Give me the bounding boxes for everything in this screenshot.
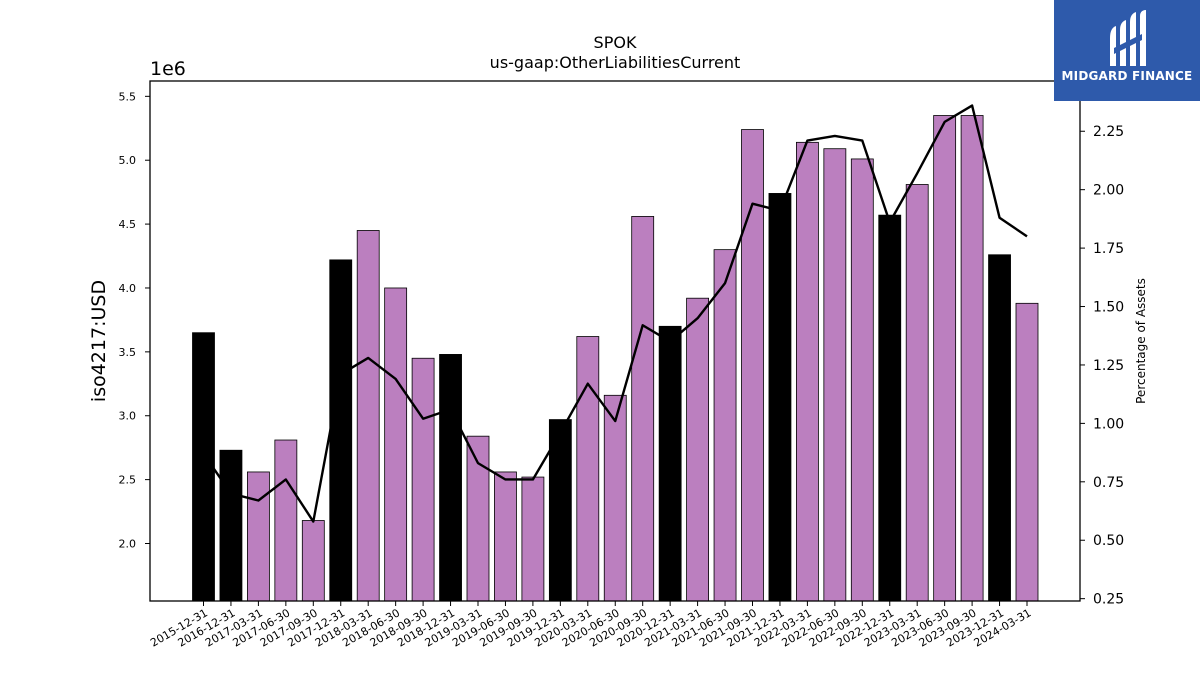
bar-2018-06-30: [384, 287, 408, 602]
y-tick-label: 2.0: [119, 538, 137, 551]
bar-2018-03-31: [356, 230, 380, 602]
y2-tick-label: 1.50: [1093, 300, 1124, 316]
y2-axis-label: Percentage of Assets: [1134, 278, 1148, 404]
chart-subtitle: us-gaap:OtherLiabilitiesCurrent: [490, 53, 741, 72]
logo-mark-icon: [1110, 10, 1146, 66]
y-tick-label: 5.5: [119, 90, 137, 103]
bar-2019-09-30: [521, 476, 545, 602]
bar-2020-09-30: [631, 216, 655, 602]
bar-2023-06-30: [933, 115, 957, 602]
bar-2018-09-30: [411, 357, 435, 602]
bar-2017-06-30: [274, 439, 298, 602]
logo-text: MIDGARD FINANCE: [1061, 69, 1193, 83]
line-layer: [202, 104, 1028, 523]
bar-2023-09-30: [960, 115, 984, 602]
bar-2021-03-31: [686, 297, 709, 602]
y2-tick-label: 2.25: [1093, 124, 1124, 140]
bar-2017-09-30: [301, 520, 325, 602]
bar-2018-12-31: [439, 354, 462, 602]
percentage-line: [202, 104, 1028, 523]
y-tick-label: 4.0: [119, 282, 137, 295]
bar-2016-12-31: [219, 449, 243, 602]
brand-logo: MIDGARD FINANCE: [1054, 0, 1200, 101]
y-axis-label: iso4217:USD: [88, 280, 110, 402]
bar-2019-06-30: [494, 471, 517, 602]
y-tick-label: 5.0: [119, 154, 137, 167]
bar-2020-06-30: [603, 394, 627, 602]
chart-title: SPOK: [594, 33, 637, 52]
bar-2023-03-31: [905, 184, 929, 602]
bar-2024-03-31: [1015, 302, 1039, 602]
y-tick-label: 2.5: [119, 474, 137, 487]
bar-2021-06-30: [713, 249, 737, 602]
bar-2022-09-30: [850, 158, 874, 602]
bars-layer: [192, 115, 1039, 602]
bar-2020-12-31: [658, 325, 682, 602]
bar-2022-03-31: [796, 141, 819, 602]
y-tick-label: 4.5: [119, 218, 137, 231]
y-axis: 2.0 2.5 3.0 3.5 4.0 4.5 5.0 5.5: [119, 90, 150, 551]
y-tick-label: 3.0: [119, 410, 137, 423]
y-offset-label: 1e6: [150, 58, 186, 80]
bar-2021-09-30: [741, 129, 764, 602]
bar-2021-12-31: [768, 193, 792, 602]
bar-2017-12-31: [329, 259, 353, 602]
y2-axis: 0.25 0.50 0.75 1.00 1.25 1.50 1.75 2.00 2.25: [1080, 124, 1124, 608]
y2-tick-label: 0.25: [1093, 592, 1124, 608]
x-axis: 2015-12-312016-12-312017-03-312017-06-30…: [148, 601, 1034, 650]
y2-tick-label: 0.75: [1093, 475, 1124, 491]
y2-tick-label: 1.00: [1093, 416, 1124, 432]
y2-tick-label: 1.75: [1093, 241, 1124, 257]
y2-tick-label: 0.50: [1093, 533, 1124, 549]
y2-tick-label: 2.00: [1093, 183, 1124, 199]
bar-2022-06-30: [823, 148, 847, 602]
bar-2017-03-31: [246, 471, 270, 602]
y2-tick-label: 1.25: [1093, 358, 1124, 374]
bar-2023-12-31: [988, 254, 1011, 602]
bar-2020-03-31: [576, 336, 600, 602]
y-tick-label: 3.5: [119, 346, 137, 359]
bar-2022-12-31: [878, 214, 902, 602]
